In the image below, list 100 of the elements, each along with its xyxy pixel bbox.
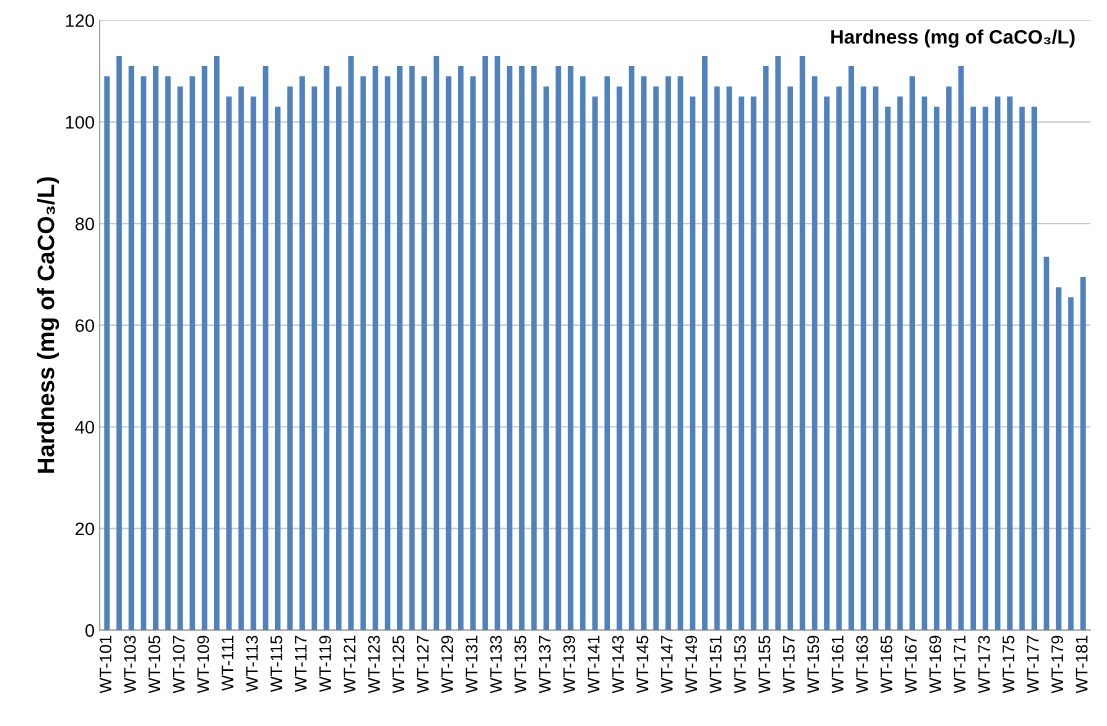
bar [628,66,635,631]
bar [763,66,769,631]
bar [909,76,915,631]
bar [128,66,135,631]
x-tick-label: WT-139 [563,635,576,694]
bar [641,76,647,631]
x-tick-label: WT-145 [636,635,649,694]
y-tick-label: 80 [75,217,95,231]
bar [714,86,720,631]
bar [799,55,806,631]
bar [860,86,867,631]
bar [689,96,696,631]
bar [299,76,305,631]
x-tick-label: WT-151 [709,635,722,694]
bar [153,66,159,631]
y-tick-label: 100 [66,115,95,129]
x-tick-label: WT-177 [1027,635,1039,694]
bar [445,76,452,631]
x-tick-label: WT-133 [490,635,502,694]
x-tick-label: WT-111 [221,635,234,691]
x-tick-label: WT-157 [783,635,795,694]
bar [323,66,330,631]
x-tick-label: WT-143 [612,635,624,694]
x-tick-label: WT-103 [124,635,136,694]
bar [592,96,598,631]
bar [970,106,977,631]
bar [177,86,183,631]
bar [1007,96,1013,631]
x-tick-label: WT-105 [148,635,161,694]
bar [1019,106,1025,631]
bar [104,76,110,631]
x-tick-label: WT-125 [392,635,405,694]
x-tick-label: WT-127 [416,635,429,694]
bar [275,106,281,631]
bar [750,96,757,631]
bar [238,86,244,631]
bar [189,76,196,631]
x-tick-label: WT-181 [1075,635,1088,694]
bar [1068,297,1074,631]
bar [201,66,208,631]
bar [348,55,354,631]
bar [165,76,171,631]
x-tick-label: WT-137 [538,635,551,694]
bar [604,76,610,631]
bar [384,76,391,631]
bar [982,106,989,631]
bar [848,66,854,631]
bar [726,86,732,631]
bar [702,55,708,631]
bar [994,96,1001,631]
y-axis-title: Hardness (mg of CaCO₃/L) [36,177,60,473]
x-tick-label: WT-165 [880,635,893,694]
x-tick-label: WT-153 [734,635,746,694]
bar [567,66,574,631]
x-tick-label: WT-167 [904,635,917,694]
x-tick-label: WT-179 [1051,635,1064,694]
x-tick-label: WT-101 [99,635,112,694]
bar [543,86,549,631]
y-tick-label: 120 [66,14,95,28]
bar [677,76,684,631]
bar [836,86,842,631]
bar [1080,276,1086,631]
x-tick-label: WT-109 [197,635,210,694]
bar [458,66,464,631]
x-tick-label: WT-107 [172,635,185,694]
bar [921,96,928,631]
bar [824,96,830,631]
bar [360,76,366,631]
bar [811,76,818,631]
bar [214,55,220,631]
bar [665,76,671,631]
x-tick-label: WT-155 [758,635,771,694]
x-tick-label: WT-121 [343,635,356,694]
bar [958,66,964,631]
x-tick-label: WT-175 [1002,635,1015,694]
bar [506,66,513,631]
bar [946,86,952,631]
bar [872,86,879,631]
x-tick-label: WT-169 [929,635,942,694]
bar [287,86,293,631]
y-tick-label: 20 [75,522,95,536]
x-tick-label: WT-163 [856,635,868,694]
bar [372,66,379,631]
bar [555,66,562,631]
bar [1055,287,1062,631]
x-tick-label: WT-131 [465,635,478,694]
bar [311,86,318,631]
y-tick-label: 0 [85,624,95,637]
x-tick-label: WT-173 [978,635,990,694]
bar [616,86,623,631]
bar [397,66,403,631]
y-tick-label: 40 [75,420,95,434]
bar [226,96,232,631]
bar [653,86,659,631]
bar [140,76,147,631]
bar [738,96,745,631]
x-tick-label: WT-135 [514,635,527,694]
bar [494,55,501,631]
bar [775,55,781,631]
bar [897,96,903,631]
